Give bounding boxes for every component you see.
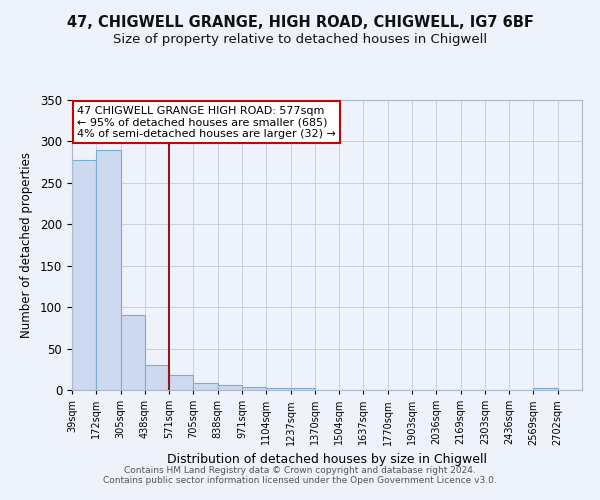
- Bar: [533, 388, 558, 390]
- X-axis label: Distribution of detached houses by size in Chigwell: Distribution of detached houses by size …: [167, 453, 487, 466]
- Bar: [169, 375, 193, 390]
- Bar: [145, 365, 169, 390]
- Bar: [242, 386, 266, 390]
- Text: 47 CHIGWELL GRANGE HIGH ROAD: 577sqm
← 95% of detached houses are smaller (685)
: 47 CHIGWELL GRANGE HIGH ROAD: 577sqm ← 9…: [77, 106, 336, 139]
- Bar: [72, 160, 96, 390]
- Bar: [96, 150, 121, 390]
- Bar: [121, 316, 145, 390]
- Bar: [193, 382, 218, 390]
- Bar: [290, 388, 315, 390]
- Y-axis label: Number of detached properties: Number of detached properties: [20, 152, 33, 338]
- Bar: [218, 385, 242, 390]
- Text: Size of property relative to detached houses in Chigwell: Size of property relative to detached ho…: [113, 32, 487, 46]
- Text: 47, CHIGWELL GRANGE, HIGH ROAD, CHIGWELL, IG7 6BF: 47, CHIGWELL GRANGE, HIGH ROAD, CHIGWELL…: [67, 15, 533, 30]
- Bar: [266, 388, 290, 390]
- Text: Contains HM Land Registry data © Crown copyright and database right 2024.
Contai: Contains HM Land Registry data © Crown c…: [103, 466, 497, 485]
